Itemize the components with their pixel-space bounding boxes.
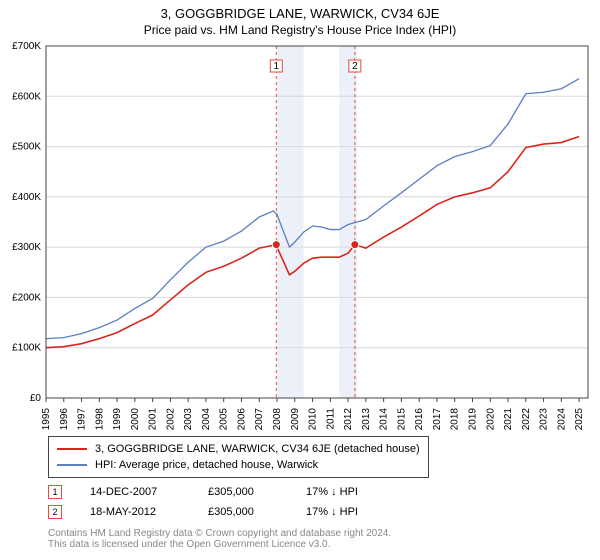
svg-text:2014: 2014 bbox=[379, 408, 390, 431]
legend-row: 3, GOGGBRIDGE LANE, WARWICK, CV34 6JE (d… bbox=[57, 441, 420, 457]
svg-text:2023: 2023 bbox=[539, 408, 550, 431]
footnote: Contains HM Land Registry data © Crown c… bbox=[48, 528, 391, 550]
table-row: 2 18-MAY-2012 £305,000 17% ↓ HPI bbox=[48, 502, 396, 522]
svg-text:£0: £0 bbox=[30, 393, 42, 404]
sale-date: 14-DEC-2007 bbox=[90, 482, 180, 502]
footnote-line: This data is licensed under the Open Gov… bbox=[48, 539, 391, 550]
legend-label: HPI: Average price, detached house, Warw… bbox=[95, 457, 318, 473]
row-marker: 2 bbox=[48, 505, 62, 519]
sale-delta: 17% ↓ HPI bbox=[306, 482, 396, 502]
svg-text:2012: 2012 bbox=[343, 408, 354, 431]
svg-text:2009: 2009 bbox=[290, 408, 301, 431]
svg-text:1995: 1995 bbox=[41, 408, 52, 431]
svg-text:2011: 2011 bbox=[325, 408, 336, 430]
sale-delta: 17% ↓ HPI bbox=[306, 502, 396, 522]
svg-text:1998: 1998 bbox=[94, 408, 105, 431]
table-row: 1 14-DEC-2007 £305,000 17% ↓ HPI bbox=[48, 482, 396, 502]
sale-price: £305,000 bbox=[208, 482, 278, 502]
sale-date: 18-MAY-2012 bbox=[90, 502, 180, 522]
svg-text:2020: 2020 bbox=[485, 408, 496, 431]
svg-text:2022: 2022 bbox=[521, 408, 532, 431]
svg-text:2018: 2018 bbox=[450, 408, 461, 431]
svg-text:2013: 2013 bbox=[361, 408, 372, 431]
svg-text:£600K: £600K bbox=[12, 91, 41, 102]
chart-legend: 3, GOGGBRIDGE LANE, WARWICK, CV34 6JE (d… bbox=[48, 436, 429, 478]
svg-text:2017: 2017 bbox=[432, 408, 443, 431]
svg-text:2: 2 bbox=[352, 61, 358, 72]
svg-text:2002: 2002 bbox=[165, 408, 176, 431]
svg-text:2024: 2024 bbox=[556, 408, 567, 431]
svg-text:£300K: £300K bbox=[12, 242, 41, 253]
sale-price: £305,000 bbox=[208, 502, 278, 522]
legend-label: 3, GOGGBRIDGE LANE, WARWICK, CV34 6JE (d… bbox=[95, 441, 420, 457]
svg-text:2004: 2004 bbox=[201, 408, 212, 431]
svg-text:2015: 2015 bbox=[396, 408, 407, 431]
svg-text:2003: 2003 bbox=[183, 408, 194, 431]
svg-text:£100K: £100K bbox=[12, 343, 41, 354]
svg-text:£400K: £400K bbox=[12, 192, 41, 203]
svg-text:2000: 2000 bbox=[130, 408, 141, 431]
svg-text:£500K: £500K bbox=[12, 142, 41, 153]
footnote-line: Contains HM Land Registry data © Crown c… bbox=[48, 528, 391, 539]
svg-text:1997: 1997 bbox=[77, 408, 88, 431]
svg-text:2025: 2025 bbox=[574, 408, 585, 431]
svg-text:1999: 1999 bbox=[112, 408, 123, 431]
svg-text:£700K: £700K bbox=[12, 41, 41, 52]
svg-text:£200K: £200K bbox=[12, 292, 41, 303]
svg-text:1996: 1996 bbox=[59, 408, 70, 431]
svg-text:2005: 2005 bbox=[219, 408, 230, 431]
legend-row: HPI: Average price, detached house, Warw… bbox=[57, 457, 420, 473]
price-chart: £0 £100K £200K £300K £400K £500K £600K £700K 199… bbox=[0, 0, 600, 432]
svg-text:2001: 2001 bbox=[148, 408, 159, 431]
row-marker: 1 bbox=[48, 485, 62, 499]
svg-text:2007: 2007 bbox=[254, 408, 265, 431]
sales-table: 1 14-DEC-2007 £305,000 17% ↓ HPI 2 18-MAY-201… bbox=[48, 482, 396, 522]
svg-text:2021: 2021 bbox=[503, 408, 514, 431]
legend-swatch bbox=[57, 464, 87, 466]
svg-text:1: 1 bbox=[274, 61, 280, 72]
svg-text:2019: 2019 bbox=[467, 408, 478, 431]
legend-swatch bbox=[57, 448, 87, 450]
svg-text:2016: 2016 bbox=[414, 408, 425, 431]
svg-text:2006: 2006 bbox=[236, 408, 247, 431]
svg-text:2010: 2010 bbox=[308, 408, 319, 431]
svg-text:2008: 2008 bbox=[272, 408, 283, 431]
